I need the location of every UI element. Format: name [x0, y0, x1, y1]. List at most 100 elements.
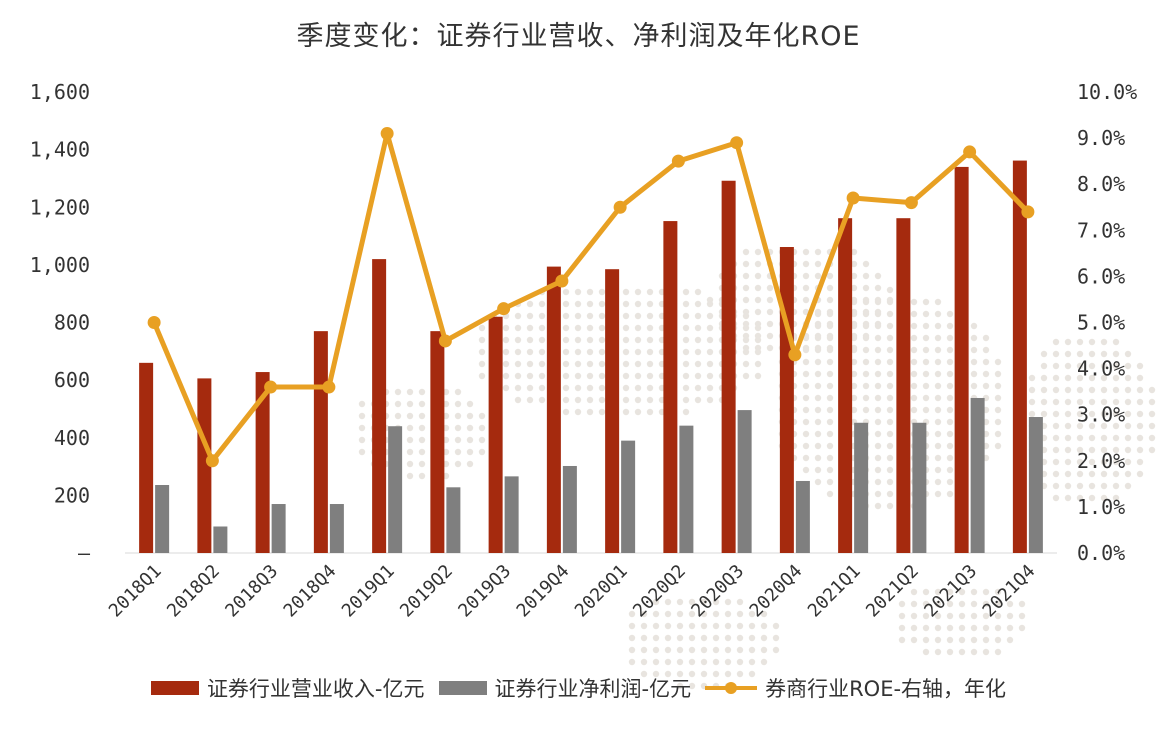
watermark-dot [1112, 446, 1120, 454]
watermark-dot [994, 624, 1002, 632]
watermark-dot [466, 412, 474, 420]
watermark-dot [688, 634, 696, 642]
bar-revenue [139, 362, 154, 553]
watermark-dot [442, 448, 450, 456]
watermark-dot [910, 322, 918, 330]
watermark-dot [862, 394, 870, 402]
y-right-tick-label: 2.0% [1077, 449, 1125, 473]
watermark-dot [910, 588, 918, 596]
watermark-dot [946, 588, 954, 596]
watermark-dot [982, 612, 990, 620]
watermark-dot [682, 348, 690, 356]
bar-revenue [605, 269, 620, 553]
watermark-dot [640, 622, 648, 630]
y-right-tick-label: 7.0% [1077, 218, 1125, 242]
watermark-dot [910, 358, 918, 366]
watermark-dot [754, 248, 762, 256]
y-left-tick-label: 1,400 [30, 138, 90, 162]
watermark-dot [1076, 386, 1084, 394]
watermark-dot [634, 348, 642, 356]
watermark-dot [598, 312, 606, 320]
watermark-dot [1136, 422, 1144, 430]
watermark-dot [442, 400, 450, 408]
x-tick-label: 2020Q1 [571, 561, 632, 622]
watermark-dot [862, 382, 870, 390]
watermark-dot [418, 460, 426, 468]
watermark-dot [826, 272, 834, 280]
watermark-dot [622, 300, 630, 308]
watermark-dot [394, 412, 402, 420]
watermark-dot [958, 612, 966, 620]
watermark-dot [874, 502, 882, 510]
watermark-dot [622, 336, 630, 344]
watermark-dot [910, 406, 918, 414]
watermark-dot [622, 324, 630, 332]
watermark-dot [814, 454, 822, 462]
watermark-dot [874, 370, 882, 378]
watermark-dot [922, 394, 930, 402]
watermark-dot [646, 348, 654, 356]
watermark-dot [994, 588, 1002, 596]
watermark-dot [676, 646, 684, 654]
watermark-dot [874, 382, 882, 390]
watermark-dot [910, 382, 918, 390]
watermark-dot [1148, 410, 1156, 418]
watermark-dot [694, 312, 702, 320]
watermark-dot [922, 406, 930, 414]
watermark-dot [742, 272, 750, 280]
watermark-dot [736, 598, 744, 606]
watermark-dot [622, 360, 630, 368]
watermark-dot [1136, 386, 1144, 394]
watermark-dot [754, 372, 762, 380]
watermark-dot [562, 324, 570, 332]
y-right-tick-label: 3.0% [1077, 403, 1125, 427]
watermark-dot [874, 298, 882, 306]
watermark-dot [814, 418, 822, 426]
roe-point [555, 274, 569, 288]
watermark-dot [724, 670, 732, 678]
watermark-dot [946, 394, 954, 402]
watermark-dot [826, 418, 834, 426]
watermark-dot [874, 466, 882, 474]
watermark-dot [574, 372, 582, 380]
bar-profit [970, 397, 985, 553]
watermark-dot [454, 436, 462, 444]
watermark-dot [874, 310, 882, 318]
watermark-dot [1112, 494, 1120, 502]
watermark-dot [766, 308, 774, 316]
watermark-dot [934, 430, 942, 438]
watermark-dot [562, 360, 570, 368]
y-right-tick-label: 1.0% [1077, 495, 1125, 519]
watermark-dot [634, 324, 642, 332]
watermark-dot [502, 348, 510, 356]
bar-revenue [838, 218, 853, 554]
watermark-dot [1124, 362, 1132, 370]
watermark-dot [418, 436, 426, 444]
watermark-dot [694, 372, 702, 380]
watermark-dot [946, 600, 954, 608]
watermark-dot [946, 636, 954, 644]
watermark-dot [850, 334, 858, 342]
watermark-dot [1112, 458, 1120, 466]
watermark-dot [814, 358, 822, 366]
watermark-dot [1076, 410, 1084, 418]
legend-swatch-revenue [150, 681, 199, 695]
watermark-dot [574, 396, 582, 404]
watermark-dot [970, 588, 978, 596]
watermark-dot [814, 370, 822, 378]
watermark-dot [598, 360, 606, 368]
watermark-dot [970, 358, 978, 366]
watermark-dot [700, 598, 708, 606]
watermark-dot [688, 670, 696, 678]
watermark-dot [646, 288, 654, 296]
watermark-dot [664, 670, 672, 678]
watermark-dot [538, 372, 546, 380]
watermark-dot [1112, 350, 1120, 358]
y-left-tick-label: 400 [54, 426, 90, 450]
watermark-dot [1018, 612, 1026, 620]
watermark-dot [646, 372, 654, 380]
watermark-dot [946, 648, 954, 656]
watermark-dot [586, 384, 594, 392]
watermark-dot [562, 396, 570, 404]
watermark-dot [640, 670, 648, 678]
